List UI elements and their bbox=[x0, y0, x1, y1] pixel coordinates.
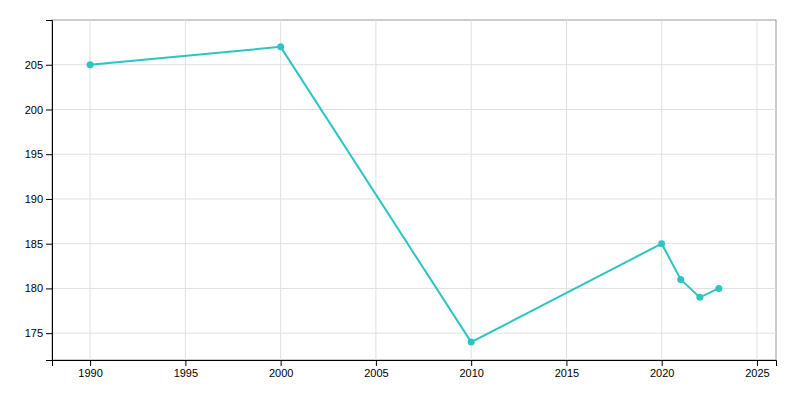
y-tick: 200 bbox=[25, 103, 52, 115]
x-tick-label: 1990 bbox=[78, 367, 102, 379]
y-axis: 175 180 185 190 195 200 205 bbox=[25, 21, 53, 361]
y-tick-mark bbox=[46, 154, 52, 155]
x-tick-mark bbox=[90, 360, 91, 366]
x-tick-mark bbox=[566, 360, 567, 366]
grid-line-x bbox=[185, 20, 186, 360]
y-tick-label: 195 bbox=[25, 148, 43, 160]
grid-line-y bbox=[52, 154, 776, 155]
x-tick-mark bbox=[281, 360, 282, 366]
y-axis-line bbox=[46, 21, 53, 361]
x-tick: 2025 bbox=[745, 360, 769, 379]
y-tick: 195 bbox=[25, 148, 52, 160]
grid-line-x bbox=[280, 20, 281, 360]
y-tick: 180 bbox=[25, 282, 52, 294]
y-tick: 205 bbox=[25, 59, 52, 71]
grid-line-x bbox=[90, 20, 91, 360]
y-tick-label: 180 bbox=[25, 282, 43, 294]
x-tick-mark bbox=[185, 360, 186, 366]
point bbox=[677, 276, 684, 283]
x-tick-label: 2015 bbox=[555, 367, 579, 379]
x-tick-label: 1995 bbox=[174, 367, 198, 379]
x-tick-label: 2025 bbox=[745, 367, 769, 379]
grid-line-y bbox=[52, 198, 776, 199]
y-tick-mark bbox=[46, 199, 52, 200]
x-tick: 2020 bbox=[650, 360, 674, 379]
x-tick-mark bbox=[662, 360, 663, 366]
x-tick: 2005 bbox=[364, 360, 388, 379]
x-tick: 1990 bbox=[78, 360, 102, 379]
grid-line-y bbox=[52, 109, 776, 110]
x-tick-label: 2005 bbox=[364, 367, 388, 379]
y-tick-label: 200 bbox=[25, 103, 43, 115]
point bbox=[696, 294, 703, 301]
point bbox=[87, 61, 94, 68]
x-axis: 1990 1995 2000 2005 2010 2015 2020 2025 bbox=[53, 360, 777, 379]
marks bbox=[87, 43, 723, 345]
plot-frame bbox=[52, 20, 776, 360]
y-tick-mark bbox=[46, 288, 52, 289]
x-tick: 1995 bbox=[174, 360, 198, 379]
x-tick-mark bbox=[376, 360, 377, 366]
grid-line-y bbox=[52, 333, 776, 334]
y-tick-mark bbox=[46, 333, 52, 334]
y-tick: 185 bbox=[25, 238, 52, 250]
plot: 1990 1995 2000 2005 2010 2015 2020 2025 175 180 18… bbox=[25, 20, 777, 379]
grid-line-y bbox=[52, 243, 776, 244]
grid-line-y bbox=[52, 288, 776, 289]
line bbox=[90, 47, 719, 342]
grid-line-x bbox=[566, 20, 567, 360]
grid-line-x bbox=[375, 20, 376, 360]
y-tick-mark bbox=[46, 65, 52, 66]
point bbox=[468, 339, 475, 346]
x-tick-mark bbox=[757, 360, 758, 366]
x-axis-line bbox=[53, 361, 777, 367]
grid-line-x bbox=[661, 20, 662, 360]
x-tick-label: 2020 bbox=[650, 367, 674, 379]
chart: 1990 1995 2000 2005 2010 2015 2020 2025 175 180 18… bbox=[0, 0, 800, 400]
y-tick: 190 bbox=[25, 193, 52, 205]
x-tick: 2010 bbox=[459, 360, 483, 379]
grid bbox=[52, 20, 776, 360]
y-tick-label: 185 bbox=[25, 238, 43, 250]
y-tick-label: 190 bbox=[25, 193, 43, 205]
point bbox=[277, 43, 284, 50]
grid-line-x bbox=[756, 20, 757, 360]
y-tick: 175 bbox=[25, 327, 52, 339]
y-tick-label: 175 bbox=[25, 327, 43, 339]
x-tick: 2000 bbox=[269, 360, 293, 379]
x-tick-mark bbox=[471, 360, 472, 366]
grid-line-y bbox=[52, 64, 776, 65]
point bbox=[658, 240, 665, 247]
y-tick-mark bbox=[46, 109, 52, 110]
point bbox=[715, 285, 722, 292]
y-tick-mark bbox=[46, 244, 52, 245]
y-tick-label: 205 bbox=[25, 59, 43, 71]
x-tick-label: 2010 bbox=[459, 367, 483, 379]
x-tick: 2015 bbox=[555, 360, 579, 379]
grid-line-x bbox=[471, 20, 472, 360]
x-tick-label: 2000 bbox=[269, 367, 293, 379]
